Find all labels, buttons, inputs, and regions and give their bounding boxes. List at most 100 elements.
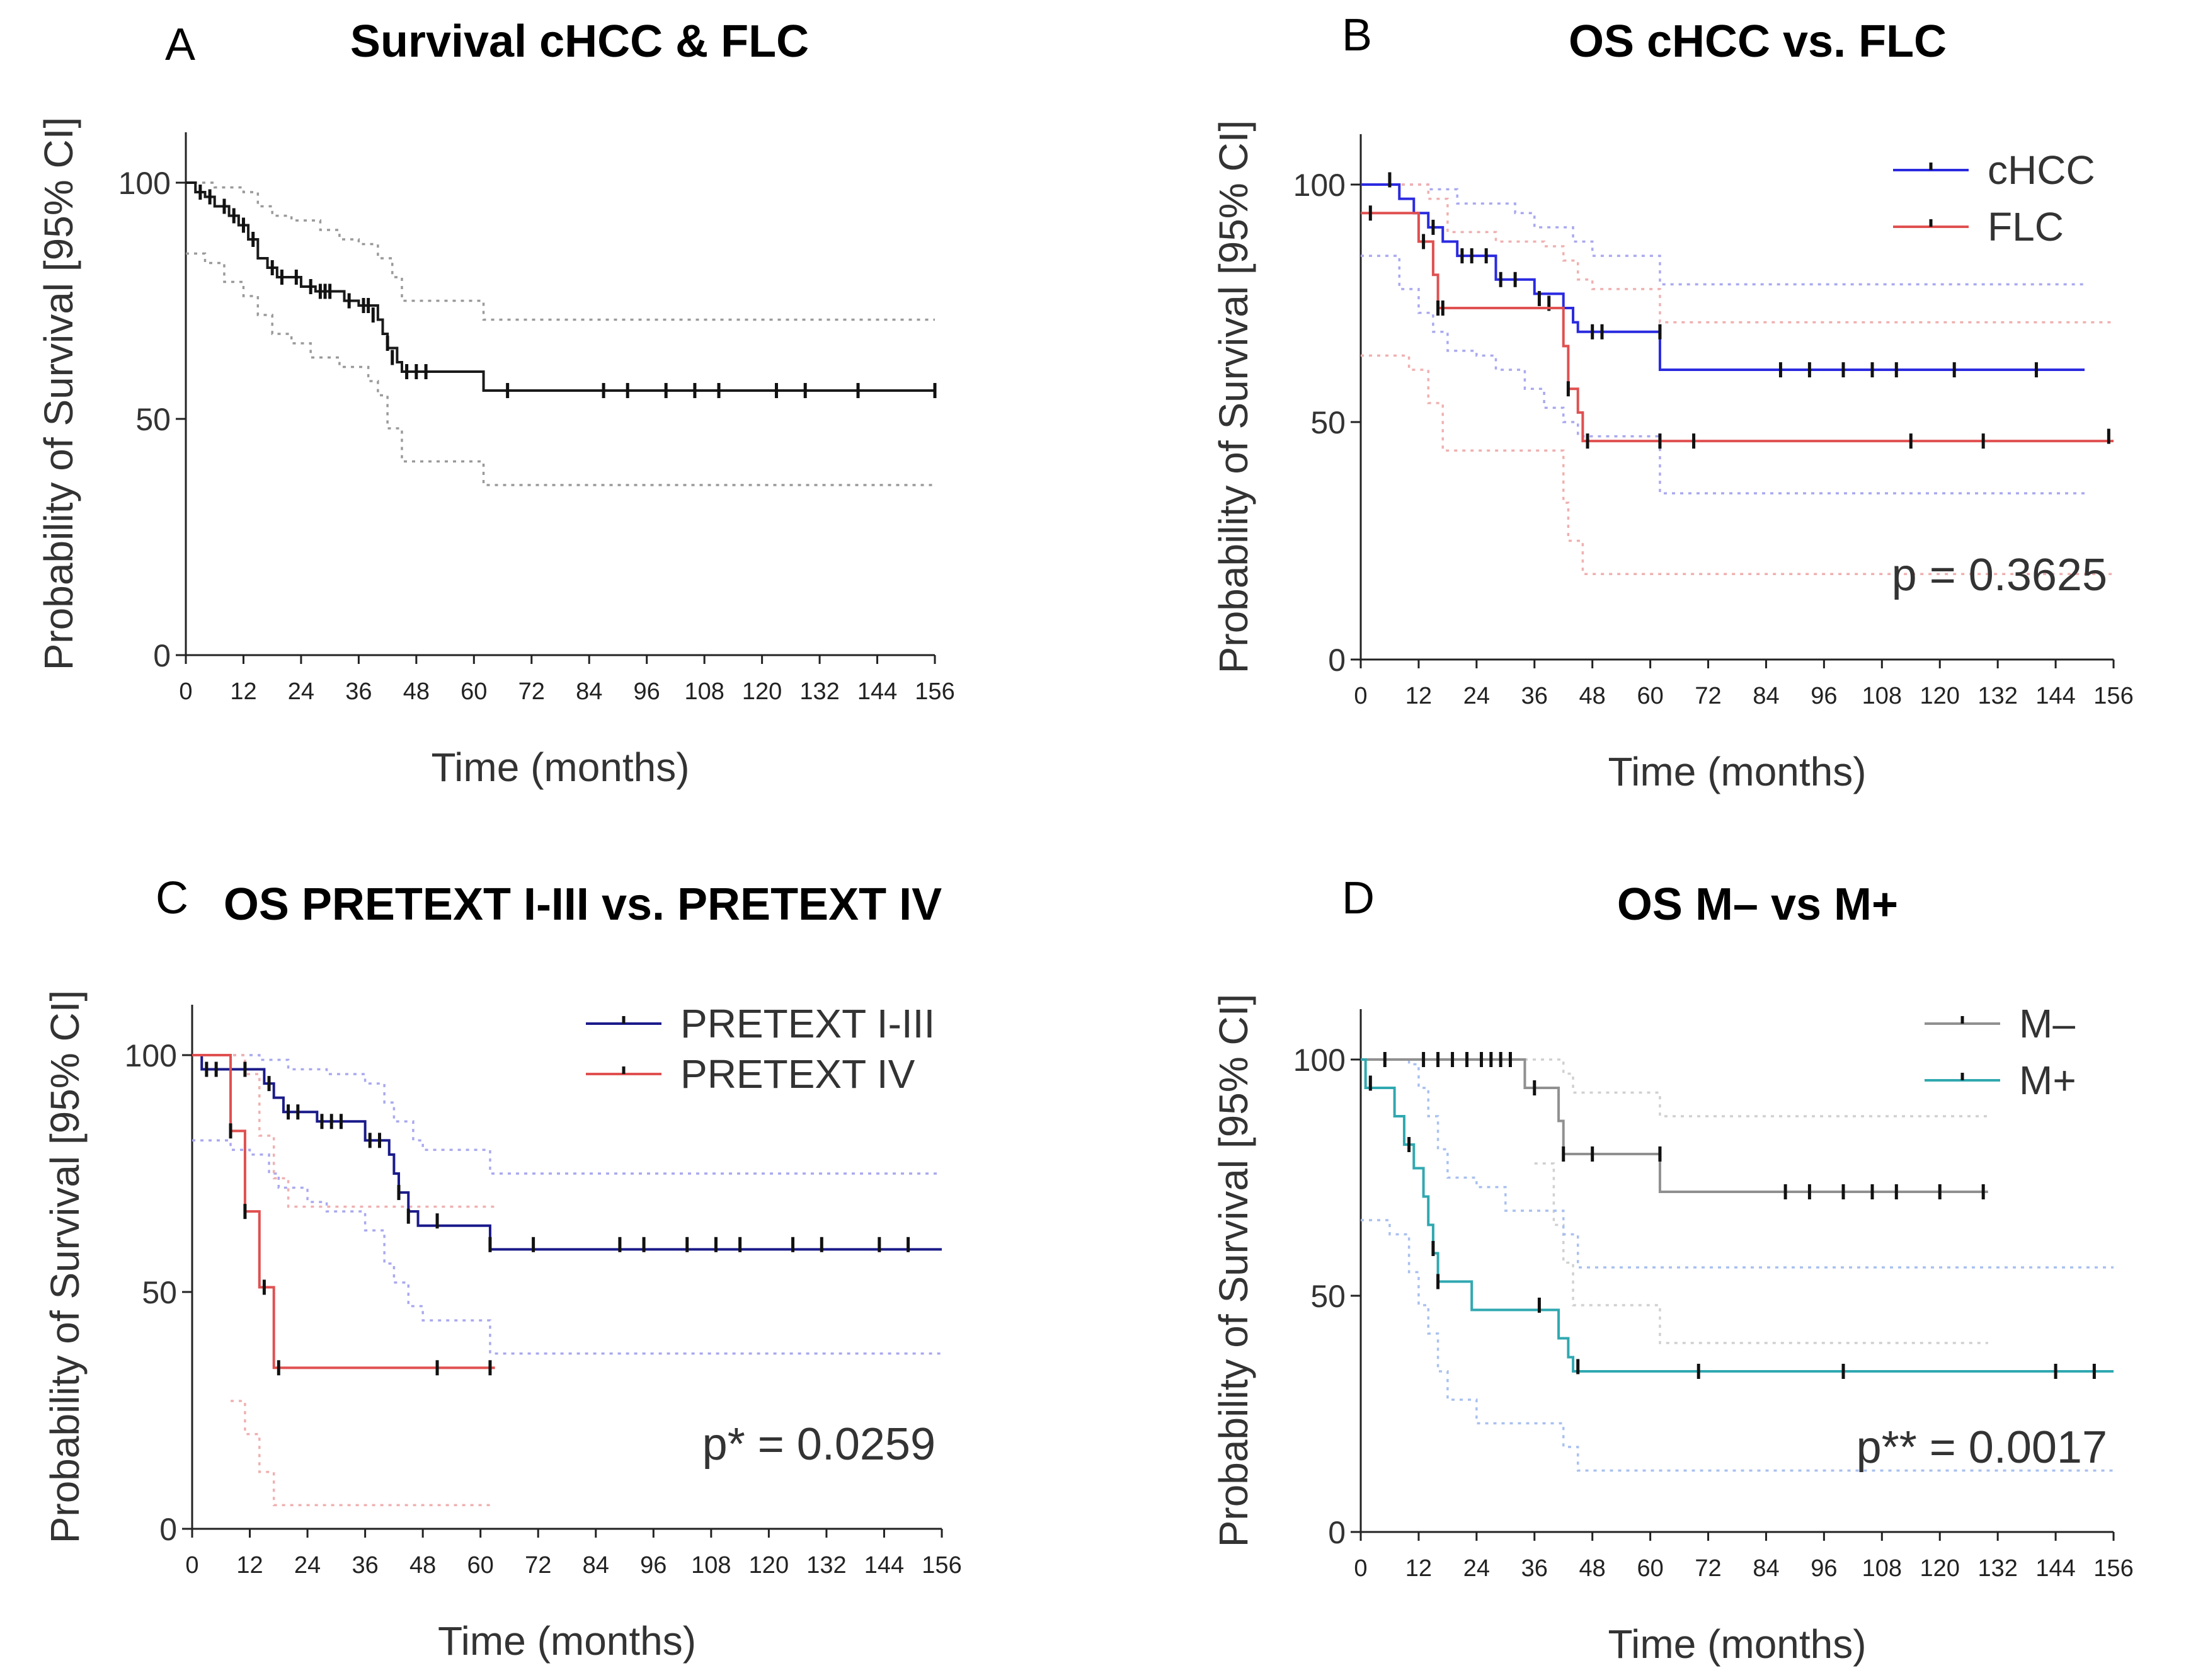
ci-line-95-ci-lower <box>186 252 935 486</box>
survival-line-pretext-iv <box>192 1054 495 1369</box>
x-tick-label: 96 <box>1811 683 1837 709</box>
ci-line-pretext-iv-ci-lower <box>231 1400 495 1507</box>
x-axis-label: Time (months) <box>1608 749 1866 794</box>
p-value: p* = 0.0259 <box>702 1419 936 1470</box>
ci-line-95-ci-upper <box>186 181 935 321</box>
ci-line-flc-ci-upper <box>1361 183 2114 324</box>
x-tick-label: 72 <box>1695 683 1721 709</box>
chart-title: OS PRETEXT I-III vs. PRETEXT IV <box>224 879 942 930</box>
x-tick-label: 72 <box>1695 1555 1721 1582</box>
x-tick-label: 24 <box>1463 1555 1490 1582</box>
x-tick-label: 0 <box>179 678 192 705</box>
x-tick-label: 120 <box>1920 683 1960 709</box>
x-tick-label: 48 <box>403 678 430 705</box>
chart-panel-c: C OS PRETEXT I-III vs. PRETEXT IV 0 12 24 36 4… <box>42 873 962 1664</box>
x-tick-label: 132 <box>799 678 839 705</box>
x-tick-label: 48 <box>1579 1555 1606 1582</box>
x-tick-label: 156 <box>922 1552 961 1579</box>
x-tick-label: 12 <box>1405 683 1432 709</box>
y-tick-label: 100 <box>1293 168 1346 203</box>
ci-line-flc-ci-lower <box>1361 354 2114 576</box>
x-tick-label: 48 <box>1579 683 1606 709</box>
x-axis-label: Time (months) <box>1608 1621 1866 1667</box>
x-tick-label: 72 <box>525 1552 551 1579</box>
ci-line-chcc-ci-upper <box>1361 183 2085 286</box>
x-tick-label: 48 <box>409 1552 436 1579</box>
x-tick-label: 60 <box>467 1552 494 1579</box>
x-tick-label: 0 <box>185 1552 198 1579</box>
survival-line-chcc <box>1361 183 2085 372</box>
survival-line-m <box>1361 1058 1988 1193</box>
x-tick-label: 132 <box>806 1552 846 1579</box>
y-tick-label: 0 <box>153 638 171 673</box>
ci-line-m-ci-upper <box>1361 1058 1988 1117</box>
x-tick-label: 120 <box>749 1552 789 1579</box>
y-axis-label: Probability of Survival [95% CI] <box>36 117 81 671</box>
chart-panel-b: B OS cHCC vs. FLC 0 12 24 36 48 60 72 84 96 108 120 1… <box>1211 10 2134 794</box>
ci-line-m-ci-upper <box>1361 1058 2114 1269</box>
x-tick-label: 108 <box>1862 683 1902 709</box>
x-tick-label: 60 <box>461 678 487 705</box>
survival-line-pretext-i-iii <box>192 1054 942 1251</box>
x-tick-label: 84 <box>583 1552 609 1579</box>
y-tick-label: 50 <box>1310 405 1346 440</box>
chart-title: OS cHCC vs. FLC <box>1569 16 1947 67</box>
x-tick-label: 36 <box>1521 683 1548 709</box>
x-axis-label: Time (months) <box>431 745 689 790</box>
y-tick-label: 50 <box>1310 1279 1346 1314</box>
x-tick-label: 96 <box>634 678 660 705</box>
y-tick-label: 100 <box>118 166 171 201</box>
x-tick-label: 132 <box>1977 683 2017 709</box>
y-axis-label: Probability of Survival [95% CI] <box>1211 120 1256 674</box>
chart-panel-a: A Survival cHCC & FLC 0 12 24 36 48 60 72 84 96 108… <box>36 16 955 790</box>
x-tick-label: 156 <box>915 678 954 705</box>
x-tick-label: 36 <box>352 1552 378 1579</box>
ci-line-chcc-ci-lower <box>1361 254 2085 494</box>
x-tick-label: 108 <box>684 678 724 705</box>
panel-label: B <box>1342 10 1372 60</box>
x-tick-label: 132 <box>1977 1555 2017 1582</box>
y-tick-label: 50 <box>142 1275 177 1310</box>
x-tick-label: 108 <box>1862 1555 1902 1582</box>
survival-line-all-patients <box>186 181 935 392</box>
panel-label: C <box>156 873 188 923</box>
x-tick-label: 24 <box>288 678 314 705</box>
survival-line-flc <box>1361 212 2114 443</box>
legend-label: PRETEXT I-III <box>680 1001 935 1046</box>
x-axis-label: Time (months) <box>438 1618 696 1664</box>
x-tick-label: 12 <box>1405 1555 1432 1582</box>
y-tick-label: 50 <box>135 402 171 437</box>
legend-label: cHCC <box>1988 147 2095 193</box>
x-tick-label: 156 <box>2093 1555 2133 1582</box>
y-axis-label: Probability of Survival [95% CI] <box>1211 994 1256 1548</box>
x-tick-label: 0 <box>1354 1555 1367 1582</box>
x-tick-label: 60 <box>1637 1555 1663 1582</box>
y-tick-label: 100 <box>125 1038 177 1073</box>
x-tick-label: 96 <box>1811 1555 1837 1582</box>
p-value: p = 0.3625 <box>1892 550 2107 600</box>
x-tick-label: 144 <box>857 678 897 705</box>
survival-line-m <box>1361 1058 2114 1373</box>
x-tick-label: 24 <box>294 1552 321 1579</box>
y-tick-label: 0 <box>1328 643 1346 678</box>
y-tick-label: 0 <box>159 1512 177 1547</box>
x-tick-label: 12 <box>236 1552 263 1579</box>
x-tick-label: 24 <box>1463 683 1490 709</box>
x-tick-label: 156 <box>2093 683 2133 709</box>
chart-title: Survival cHCC & FLC <box>350 16 809 67</box>
chart-panel-d: D OS M– vs M+ 0 12 24 36 48 60 72 84 96 108 120 132 14… <box>1211 873 2134 1667</box>
x-tick-label: 144 <box>2035 683 2075 709</box>
x-tick-label: 84 <box>1753 683 1779 709</box>
y-tick-label: 100 <box>1293 1043 1346 1078</box>
x-tick-label: 36 <box>345 678 372 705</box>
ci-line-m-ci-lower <box>1361 1219 2114 1472</box>
ci-line-pretext-iv-ci-upper <box>192 1054 495 1208</box>
legend-label: PRETEXT IV <box>680 1051 915 1097</box>
legend-label: M+ <box>2019 1058 2076 1103</box>
x-tick-label: 72 <box>518 678 545 705</box>
ci-line-pretext-i-iii-ci-upper <box>192 1054 942 1175</box>
x-tick-label: 0 <box>1354 683 1367 709</box>
x-tick-label: 84 <box>1753 1555 1779 1582</box>
x-tick-label: 84 <box>576 678 602 705</box>
